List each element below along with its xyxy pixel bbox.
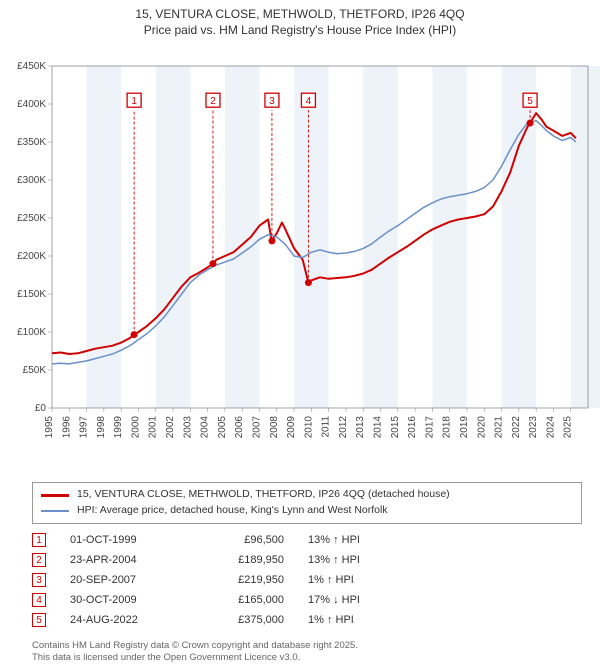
svg-text:2004: 2004 bbox=[200, 416, 211, 439]
event-marker-icon: 1 bbox=[32, 533, 46, 547]
event-price: £189,950 bbox=[204, 554, 284, 566]
legend: 15, VENTURA CLOSE, METHWOLD, THETFORD, I… bbox=[32, 482, 582, 524]
svg-text:£250K: £250K bbox=[17, 213, 46, 224]
svg-text:2024: 2024 bbox=[545, 416, 556, 439]
chart-title: 15, VENTURA CLOSE, METHWOLD, THETFORD, I… bbox=[0, 0, 600, 38]
svg-text:2022: 2022 bbox=[511, 416, 522, 439]
title-line-1: 15, VENTURA CLOSE, METHWOLD, THETFORD, I… bbox=[8, 6, 592, 22]
svg-text:2015: 2015 bbox=[390, 416, 401, 439]
svg-text:2020: 2020 bbox=[476, 416, 487, 439]
sales-events-table: 1 01-OCT-1999 £96,500 13% ↑ HPI 2 23-APR-2004… bbox=[32, 530, 582, 630]
svg-text:£150K: £150K bbox=[17, 289, 46, 300]
svg-text:£450K: £450K bbox=[17, 61, 46, 72]
svg-text:£100K: £100K bbox=[17, 327, 46, 338]
svg-text:2010: 2010 bbox=[303, 416, 314, 439]
svg-text:1995: 1995 bbox=[44, 416, 55, 439]
svg-text:1996: 1996 bbox=[61, 416, 72, 439]
svg-text:5: 5 bbox=[527, 97, 533, 108]
svg-text:2021: 2021 bbox=[494, 416, 505, 439]
legend-label-property: 15, VENTURA CLOSE, METHWOLD, THETFORD, I… bbox=[77, 487, 450, 503]
event-marker-icon: 4 bbox=[32, 593, 46, 607]
svg-text:2001: 2001 bbox=[148, 416, 159, 439]
svg-text:2006: 2006 bbox=[234, 416, 245, 439]
svg-text:2003: 2003 bbox=[182, 416, 193, 439]
legend-swatch-property bbox=[41, 494, 69, 497]
event-row: 1 01-OCT-1999 £96,500 13% ↑ HPI bbox=[32, 530, 582, 550]
svg-text:£350K: £350K bbox=[17, 137, 46, 148]
svg-text:£200K: £200K bbox=[17, 251, 46, 262]
svg-text:2014: 2014 bbox=[373, 416, 384, 439]
legend-row-property: 15, VENTURA CLOSE, METHWOLD, THETFORD, I… bbox=[41, 487, 573, 503]
title-line-2: Price paid vs. HM Land Registry's House … bbox=[8, 22, 592, 38]
svg-text:2023: 2023 bbox=[528, 416, 539, 439]
svg-text:£400K: £400K bbox=[17, 99, 46, 110]
svg-text:2008: 2008 bbox=[269, 416, 280, 439]
event-row: 3 20-SEP-2007 £219,950 1% ↑ HPI bbox=[32, 570, 582, 590]
event-price: £219,950 bbox=[204, 574, 284, 586]
event-marker-icon: 2 bbox=[32, 553, 46, 567]
event-row: 5 24-AUG-2022 £375,000 1% ↑ HPI bbox=[32, 610, 582, 630]
event-date: 20-SEP-2007 bbox=[70, 574, 180, 586]
event-row: 2 23-APR-2004 £189,950 13% ↑ HPI bbox=[32, 550, 582, 570]
svg-text:2009: 2009 bbox=[286, 416, 297, 439]
svg-text:1998: 1998 bbox=[96, 416, 107, 439]
event-price: £165,000 bbox=[204, 594, 284, 606]
svg-text:4: 4 bbox=[306, 97, 312, 108]
legend-row-hpi: HPI: Average price, detached house, King… bbox=[41, 503, 573, 519]
event-row: 4 30-OCT-2009 £165,000 17% ↓ HPI bbox=[32, 590, 582, 610]
svg-text:£0: £0 bbox=[35, 403, 47, 414]
svg-text:2017: 2017 bbox=[424, 416, 435, 439]
event-date: 30-OCT-2009 bbox=[70, 594, 180, 606]
chart-canvas: £0 £50K £100K £150K £200K £250K £300K £350K £400… bbox=[0, 38, 600, 478]
event-price: £96,500 bbox=[204, 534, 284, 546]
svg-text:1: 1 bbox=[131, 97, 137, 108]
svg-text:2011: 2011 bbox=[321, 416, 332, 438]
svg-text:1999: 1999 bbox=[113, 416, 124, 439]
data-source-footnote: Contains HM Land Registry data © Crown c… bbox=[32, 640, 582, 665]
svg-text:2012: 2012 bbox=[338, 416, 349, 439]
event-date: 23-APR-2004 bbox=[70, 554, 180, 566]
event-marker-icon: 3 bbox=[32, 573, 46, 587]
svg-text:2: 2 bbox=[210, 97, 216, 108]
svg-text:2000: 2000 bbox=[130, 416, 141, 439]
svg-text:2025: 2025 bbox=[563, 416, 574, 439]
svg-text:£50K: £50K bbox=[23, 365, 47, 376]
svg-text:2002: 2002 bbox=[165, 416, 176, 439]
svg-text:2016: 2016 bbox=[407, 416, 418, 439]
svg-text:2018: 2018 bbox=[442, 416, 453, 439]
svg-text:1997: 1997 bbox=[79, 416, 90, 439]
event-diff: 13% ↑ HPI bbox=[308, 534, 418, 546]
event-diff: 1% ↑ HPI bbox=[308, 614, 418, 626]
event-diff: 1% ↑ HPI bbox=[308, 574, 418, 586]
svg-text:2013: 2013 bbox=[355, 416, 366, 439]
legend-label-hpi: HPI: Average price, detached house, King… bbox=[77, 503, 388, 519]
event-marker-icon: 5 bbox=[32, 613, 46, 627]
event-price: £375,000 bbox=[204, 614, 284, 626]
footnote-line-1: Contains HM Land Registry data © Crown c… bbox=[32, 640, 582, 652]
svg-text:2005: 2005 bbox=[217, 416, 228, 439]
event-date: 24-AUG-2022 bbox=[70, 614, 180, 626]
svg-text:2019: 2019 bbox=[459, 416, 470, 439]
svg-text:3: 3 bbox=[269, 97, 275, 108]
event-date: 01-OCT-1999 bbox=[70, 534, 180, 546]
price-chart: £0 £50K £100K £150K £200K £250K £300K £350K £400… bbox=[0, 38, 600, 478]
svg-text:£300K: £300K bbox=[17, 175, 46, 186]
footnote-line-2: This data is licensed under the Open Gov… bbox=[32, 652, 582, 664]
svg-text:2007: 2007 bbox=[251, 416, 262, 439]
legend-swatch-hpi bbox=[41, 510, 69, 512]
event-diff: 17% ↓ HPI bbox=[308, 594, 418, 606]
event-diff: 13% ↑ HPI bbox=[308, 554, 418, 566]
